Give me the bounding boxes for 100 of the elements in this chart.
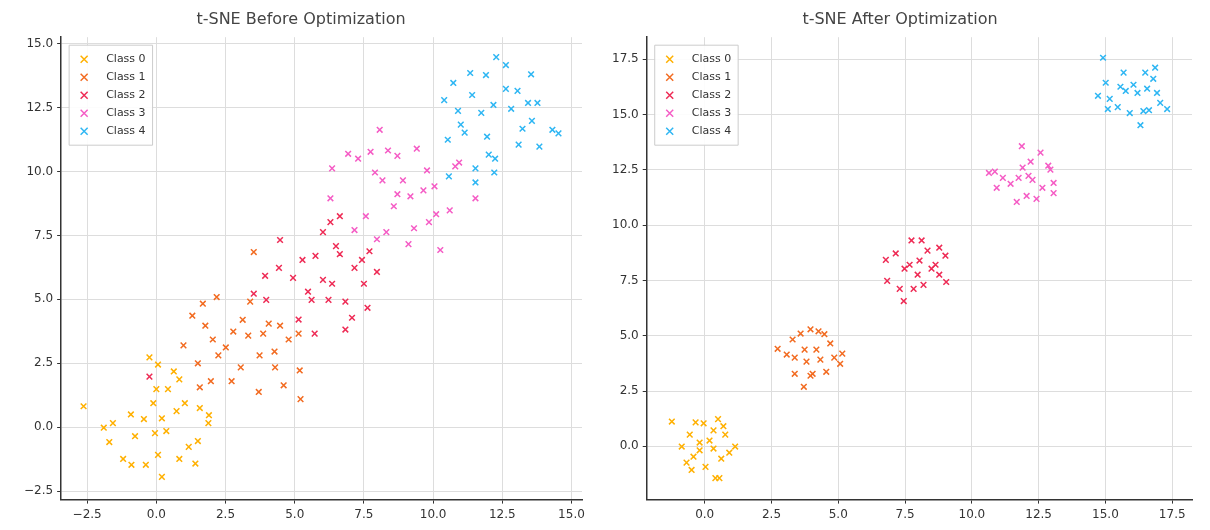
x-tick-label: 2.5 [761,506,782,521]
point [999,174,1007,182]
legend-label: Class 0 [691,52,732,66]
point [791,370,799,378]
point [800,383,808,391]
point [714,415,722,423]
y-tick-label: 0.0 [34,419,54,434]
x-tick-label: 15.0 [558,506,585,521]
legend-label: Class 1 [691,70,732,84]
point [270,347,279,356]
point [935,244,943,252]
point [172,407,181,415]
point [717,455,725,463]
point [502,85,510,93]
point [295,315,303,324]
point [188,312,196,320]
point [883,277,891,285]
x-tick-label: 5.0 [828,506,848,521]
point [344,150,352,158]
point [423,166,431,175]
point [461,129,469,137]
point [524,99,532,107]
legend-label: Class 4 [106,124,146,138]
point [482,71,490,79]
point [384,146,392,155]
y-tick-label: 12.5 [612,162,639,177]
legend-label: Class 1 [106,70,146,84]
point [1019,164,1027,172]
point [1046,166,1054,174]
point [158,473,166,481]
point [701,463,710,471]
x-tick-label: 15.0 [1092,506,1119,521]
point [378,176,387,184]
point [319,228,327,236]
y-tick-label: 15.0 [26,35,54,50]
point [181,399,189,407]
x-tick-label: 17.5 [1158,506,1186,521]
point [164,385,172,393]
x-tick-label: 0.0 [695,506,715,521]
point [336,212,344,220]
point [142,461,150,469]
y-tick-label: 2.5 [34,355,54,370]
point [151,429,159,437]
legend-label: Class 2 [691,88,732,102]
x-tick-label: 10.0 [958,506,986,521]
y-tick-label: 5.0 [34,291,54,306]
point [446,206,454,214]
point [145,373,153,381]
point [371,168,379,177]
point [513,87,522,95]
point [296,395,305,403]
y-tick-label: 12.5 [26,99,54,114]
point [319,276,327,284]
chart-title: t-SNE Before Optimization [196,8,406,28]
chart-title: t-SNE After Optimization [802,8,998,28]
point [1120,69,1128,77]
point [201,322,209,330]
point [419,186,427,194]
point [1102,79,1110,87]
point [489,101,498,109]
y-tick-label: 10.0 [612,217,639,232]
y-tick-label: 0.0 [619,438,639,453]
point [262,296,270,304]
point [145,353,153,361]
point [515,141,523,149]
y-tick-label: −2.5 [24,483,54,498]
x-tick-label: 10.0 [419,506,447,521]
point [350,226,359,234]
point [207,377,215,385]
point [918,236,926,244]
point [298,256,307,264]
point [836,360,844,368]
y-tick-label: 17.5 [612,51,639,66]
point [688,466,696,474]
point [119,455,127,463]
x-tick-label: 7.5 [354,506,374,521]
y-tick-label: 7.5 [34,227,54,242]
point [1133,89,1142,97]
y-tick-label: 10.0 [26,163,54,178]
point [801,346,809,354]
point [1149,75,1157,83]
point [444,136,452,144]
point [935,271,943,279]
point [214,351,222,359]
x-tick-label: 5.0 [285,506,305,521]
y-tick-label: 2.5 [619,383,639,398]
legend-label: Class 3 [691,106,732,120]
point [822,368,830,376]
point [358,256,366,264]
point [276,236,284,244]
point [404,240,413,248]
point [295,330,303,338]
legend-label: Class 2 [106,88,146,102]
point [692,418,700,426]
point [109,419,117,427]
point [812,346,820,354]
point [471,164,480,172]
point [1027,158,1035,166]
point [399,176,407,184]
point [919,281,928,289]
